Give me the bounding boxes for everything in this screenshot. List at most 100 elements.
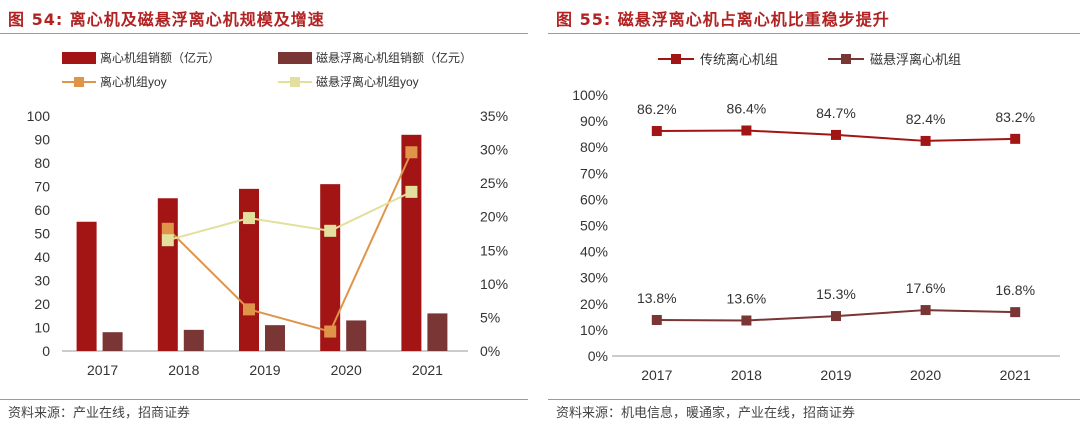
legend-marker-1 (841, 54, 851, 64)
share-point-0-0 (651, 126, 662, 137)
data-label-0-0: 86.2% (637, 101, 677, 117)
data-label-1-3: 17.6% (906, 280, 946, 296)
y2-tick-label: 5% (480, 309, 500, 325)
legend-line-label-0: 离心机组yoy (100, 74, 167, 89)
y-tick-label: 0% (588, 348, 608, 364)
left-figure-title: 图 54: 离心机及磁悬浮离心机规模及增速 (8, 10, 325, 29)
x-tick-label: 2019 (249, 362, 280, 378)
share-point-0-2 (831, 129, 841, 140)
y-tick-label: 80 (34, 155, 50, 171)
share-point-1-2 (831, 311, 841, 322)
share-point-1-0 (651, 314, 662, 325)
right-panel: 图 55: 磁悬浮离心机占离心机比重稳步提升 传统离心机组 磁悬浮离心机组 0% 10… (548, 0, 1080, 424)
share-point-0-4 (1010, 133, 1021, 144)
yoy-point-0-0 (161, 222, 174, 235)
bar-1-2020 (346, 320, 367, 351)
left-panel: 图 54: 离心机及磁悬浮离心机规模及增速 离心机组销额（亿元） 磁悬浮离心机组销… (0, 0, 528, 424)
y-tick-label: 60% (580, 191, 608, 207)
yoy-point-1-0 (161, 234, 174, 247)
yoy-point-1-1 (243, 212, 255, 225)
left-bottom-rule (0, 399, 528, 400)
share-point-0-3 (920, 135, 931, 146)
legend-line-label-1: 磁悬浮离心机组yoy (316, 74, 419, 89)
right-figure-title: 图 55: 磁悬浮离心机占离心机比重稳步提升 (556, 10, 890, 29)
x-tick-label: 2021 (412, 362, 443, 378)
legend-marker-0 (74, 77, 84, 87)
yoy-point-0-2 (324, 325, 337, 338)
left-source-note: 资料来源：产业在线，招商证券 (8, 406, 191, 421)
share-point-1-3 (920, 305, 931, 316)
left-top-rule (0, 33, 528, 34)
share-point-0-1 (741, 125, 752, 136)
x-tick-label: 2021 (1000, 367, 1031, 383)
share-point-1-1 (741, 315, 752, 326)
y-tick-label: 60 (34, 202, 50, 218)
legend-label-0: 离心机组销额（亿元） (100, 50, 220, 65)
bar-1-2017 (102, 332, 123, 351)
right-top-rule (548, 33, 1080, 34)
y2-tick-label: 30% (480, 142, 508, 158)
y-tick-label: 50 (34, 226, 50, 242)
legend-marker-1 (290, 77, 300, 87)
y-tick-label: 100 (27, 108, 51, 124)
share-point-1-4 (1010, 307, 1021, 318)
legend-swatch-1 (278, 52, 312, 64)
bar-1-2018 (183, 329, 204, 351)
y2-tick-label: 35% (480, 108, 508, 124)
yoy-line-1 (167, 190, 412, 242)
right-bottom-rule (548, 399, 1080, 400)
x-tick-label: 2020 (331, 362, 362, 378)
y-tick-label: 50% (580, 218, 608, 234)
yoy-line-0 (167, 151, 413, 333)
y2-tick-label: 10% (480, 276, 508, 292)
legend-marker-0 (671, 54, 681, 64)
y-tick-label: 70 (34, 179, 50, 195)
y-tick-label: 30 (34, 273, 50, 289)
right-source-note: 资料来源：机电信息，暖通家，产业在线，招商证券 (556, 406, 856, 421)
y-tick-label: 40 (34, 249, 50, 265)
bar-0-2018 (157, 198, 178, 351)
y-tick-label: 10 (34, 320, 50, 336)
yoy-point-0-1 (243, 303, 255, 316)
x-tick-label: 2018 (168, 362, 199, 378)
x-tick-label: 2018 (731, 367, 762, 383)
data-label-0-3: 82.4% (906, 111, 946, 127)
left-chart: 离心机组销额（亿元） 磁悬浮离心机组销额（亿元） 离心机组yoy 磁悬浮离心机组yoy… (27, 50, 508, 378)
y-tick-label: 100% (572, 87, 608, 103)
legend-swatch-0 (62, 52, 96, 64)
yoy-point-1-3 (405, 185, 418, 198)
y-tick-label: 30% (580, 270, 608, 286)
y-tick-label: 70% (580, 165, 608, 181)
x-tick-label: 2020 (910, 367, 941, 383)
data-label-0-1: 86.4% (727, 100, 767, 116)
y-tick-label: 0 (42, 343, 50, 359)
y2-tick-label: 20% (480, 209, 508, 225)
data-label-0-2: 84.7% (816, 105, 856, 121)
y-tick-label: 20% (580, 296, 608, 312)
x-tick-label: 2017 (87, 362, 118, 378)
data-label-1-4: 16.8% (995, 282, 1035, 298)
yoy-point-1-2 (324, 224, 337, 237)
y2-tick-label: 15% (480, 242, 508, 258)
data-label-1-2: 15.3% (816, 286, 856, 302)
data-label-1-1: 13.6% (727, 291, 767, 307)
bar-1-2019 (265, 325, 285, 351)
y2-tick-label: 0% (480, 343, 500, 359)
y-tick-label: 10% (580, 322, 608, 338)
data-label-0-4: 83.2% (995, 109, 1035, 125)
y-tick-label: 40% (580, 244, 608, 260)
bar-1-2021 (427, 313, 448, 351)
y-tick-label: 20 (34, 296, 50, 312)
y-tick-label: 80% (580, 139, 608, 155)
legend-label-1: 磁悬浮离心机组销额（亿元） (316, 50, 472, 65)
x-tick-label: 2019 (820, 367, 851, 383)
data-label-1-0: 13.8% (637, 290, 677, 306)
y2-tick-label: 25% (480, 175, 508, 191)
y-tick-label: 90 (34, 132, 50, 148)
right-chart: 传统离心机组 磁悬浮离心机组 0% 10% 20% 30% 40% 50% 60% 70% 80% 9… (572, 52, 1060, 383)
legend-label-0: 传统离心机组 (700, 52, 778, 67)
legend-label-1: 磁悬浮离心机组 (870, 52, 961, 67)
y-tick-label: 90% (580, 113, 608, 129)
x-tick-label: 2017 (641, 367, 672, 383)
yoy-point-0-3 (405, 146, 418, 159)
